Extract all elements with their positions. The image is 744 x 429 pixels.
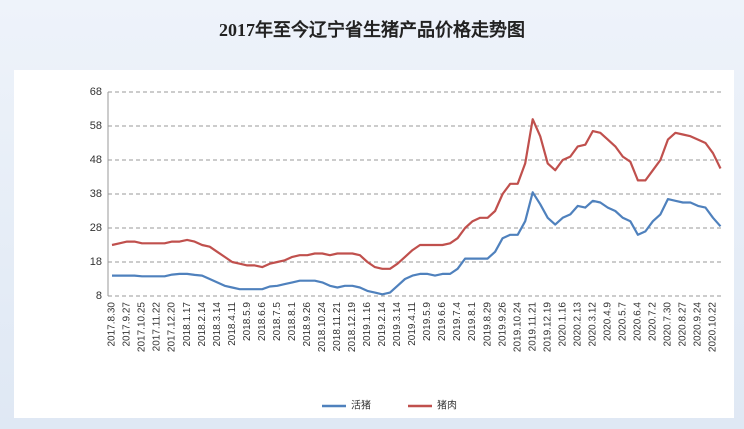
x-tick-label: 2019.12.19 [542, 302, 553, 352]
x-tick-label: 2017.9.27 [122, 302, 133, 347]
y-tick-label: 38 [90, 188, 102, 200]
x-tick-label: 2019.10.24 [512, 302, 523, 352]
x-tick-label: 2018.10.24 [317, 302, 328, 352]
y-tick-label: 28 [90, 222, 102, 234]
y-tick-label: 8 [96, 290, 102, 302]
x-tick-label: 2019.2.14 [377, 302, 388, 347]
x-tick-label: 2019.5.9 [422, 302, 433, 341]
x-tick-label: 2019.8.29 [482, 302, 493, 347]
x-tick-label: 2020.9.24 [693, 302, 704, 347]
x-tick-label: 2020.8.27 [678, 302, 689, 347]
x-tick-label: 2018.11.21 [332, 302, 343, 352]
x-tick-label: 2020.6.4 [633, 302, 644, 341]
x-tick-label: 2019.6.6 [437, 302, 448, 341]
x-tick-label: 2018.9.26 [302, 302, 313, 347]
x-tick-label: 2019.9.26 [497, 302, 508, 347]
x-tick-label: 2018.12.19 [347, 302, 358, 352]
x-tick-label: 2017.8.30 [107, 302, 118, 347]
x-tick-label: 2017.10.25 [137, 302, 148, 352]
y-tick-label: 68 [90, 86, 102, 98]
x-tick-label: 2018.6.6 [257, 302, 268, 341]
x-tick-label: 2020.1.16 [557, 302, 568, 347]
x-tick-label: 2018.1.17 [182, 302, 193, 347]
chart-title: 2017年至今辽宁省生猪产品价格走势图 [219, 19, 525, 40]
line-series [111, 118, 722, 270]
x-tick-label: 2019.4.11 [407, 302, 418, 346]
x-tick-label: 2019.3.14 [392, 302, 403, 347]
x-tick-label: 2017.12.20 [167, 302, 178, 352]
x-tick-label: 2018.3.14 [212, 302, 223, 347]
x-tick-label: 2018.5.9 [242, 302, 253, 341]
x-tick-label: 2018.7.5 [272, 302, 283, 341]
x-tick-label: 2018.8.1 [287, 302, 298, 341]
x-tick-label: 2020.2.13 [572, 302, 583, 347]
y-tick-label: 48 [90, 154, 102, 166]
legend-label: 猪肉 [437, 399, 457, 412]
x-tick-label: 2020.7.30 [663, 302, 674, 347]
y-tick-label: 18 [90, 256, 102, 268]
x-tick-label: 2020.4.9 [602, 302, 613, 341]
x-tick-label: 2019.11.21 [527, 302, 538, 352]
plot-panel [14, 70, 734, 418]
legend-label: 活猪 [351, 400, 371, 412]
x-tick-label: 2020.5.7 [617, 302, 628, 341]
x-tick-label: 2020.10.22 [708, 302, 719, 352]
x-tick-label: 2019.8.1 [467, 302, 478, 341]
x-tick-label: 2018.2.14 [197, 302, 208, 347]
y-tick-label: 58 [90, 120, 102, 132]
x-tick-label: 2018.4.11 [227, 302, 238, 346]
x-tick-label: 2019.7.4 [452, 302, 463, 341]
x-tick-label: 2019.1.16 [362, 302, 373, 347]
x-tick-label: 2020.7.2 [648, 302, 659, 341]
x-tick-label: 2020.3.12 [587, 302, 598, 347]
line-series [112, 191, 722, 296]
x-tick-label: 2017.11.22 [152, 302, 163, 352]
